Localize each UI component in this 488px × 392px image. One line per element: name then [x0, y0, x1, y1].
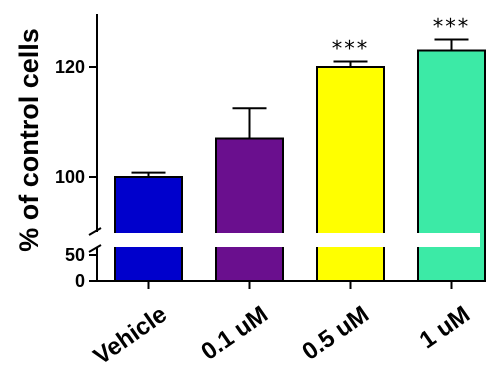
bar-1: [215, 137, 284, 282]
y-tick-label-low-1: 50: [65, 245, 85, 265]
significance-label-3: ***: [433, 15, 471, 39]
y-ticks: 0 50 100 120: [55, 57, 97, 291]
axis-break: [85, 227, 480, 253]
axis-break-mark-lower: [88, 244, 102, 253]
significance-label-2: ***: [332, 37, 370, 61]
x-tick-label-3: 1 uM: [415, 301, 475, 354]
y-tick-label-low-0: 0: [75, 271, 85, 291]
x-tick-labels: Vehicle 0.1 uM 0.5 uM 1 uM: [89, 301, 475, 371]
axis-break-gap: [85, 233, 480, 247]
y-tick-label-high-0: 100: [55, 167, 85, 187]
x-tick-label-0: Vehicle: [89, 301, 172, 371]
y-axis-label: % of control cells: [14, 28, 44, 252]
significance-labels: *** ***: [332, 15, 471, 61]
x-tick-label-2: 0.5 uM: [297, 301, 374, 366]
bar-0: [114, 176, 183, 282]
x-tick-label-1: 0.1 uM: [196, 301, 273, 366]
axis-break-mark-upper: [88, 227, 102, 236]
error-bars: [131, 38, 469, 177]
bar-2: [316, 66, 385, 282]
y-tick-label-high-1: 120: [55, 57, 85, 77]
